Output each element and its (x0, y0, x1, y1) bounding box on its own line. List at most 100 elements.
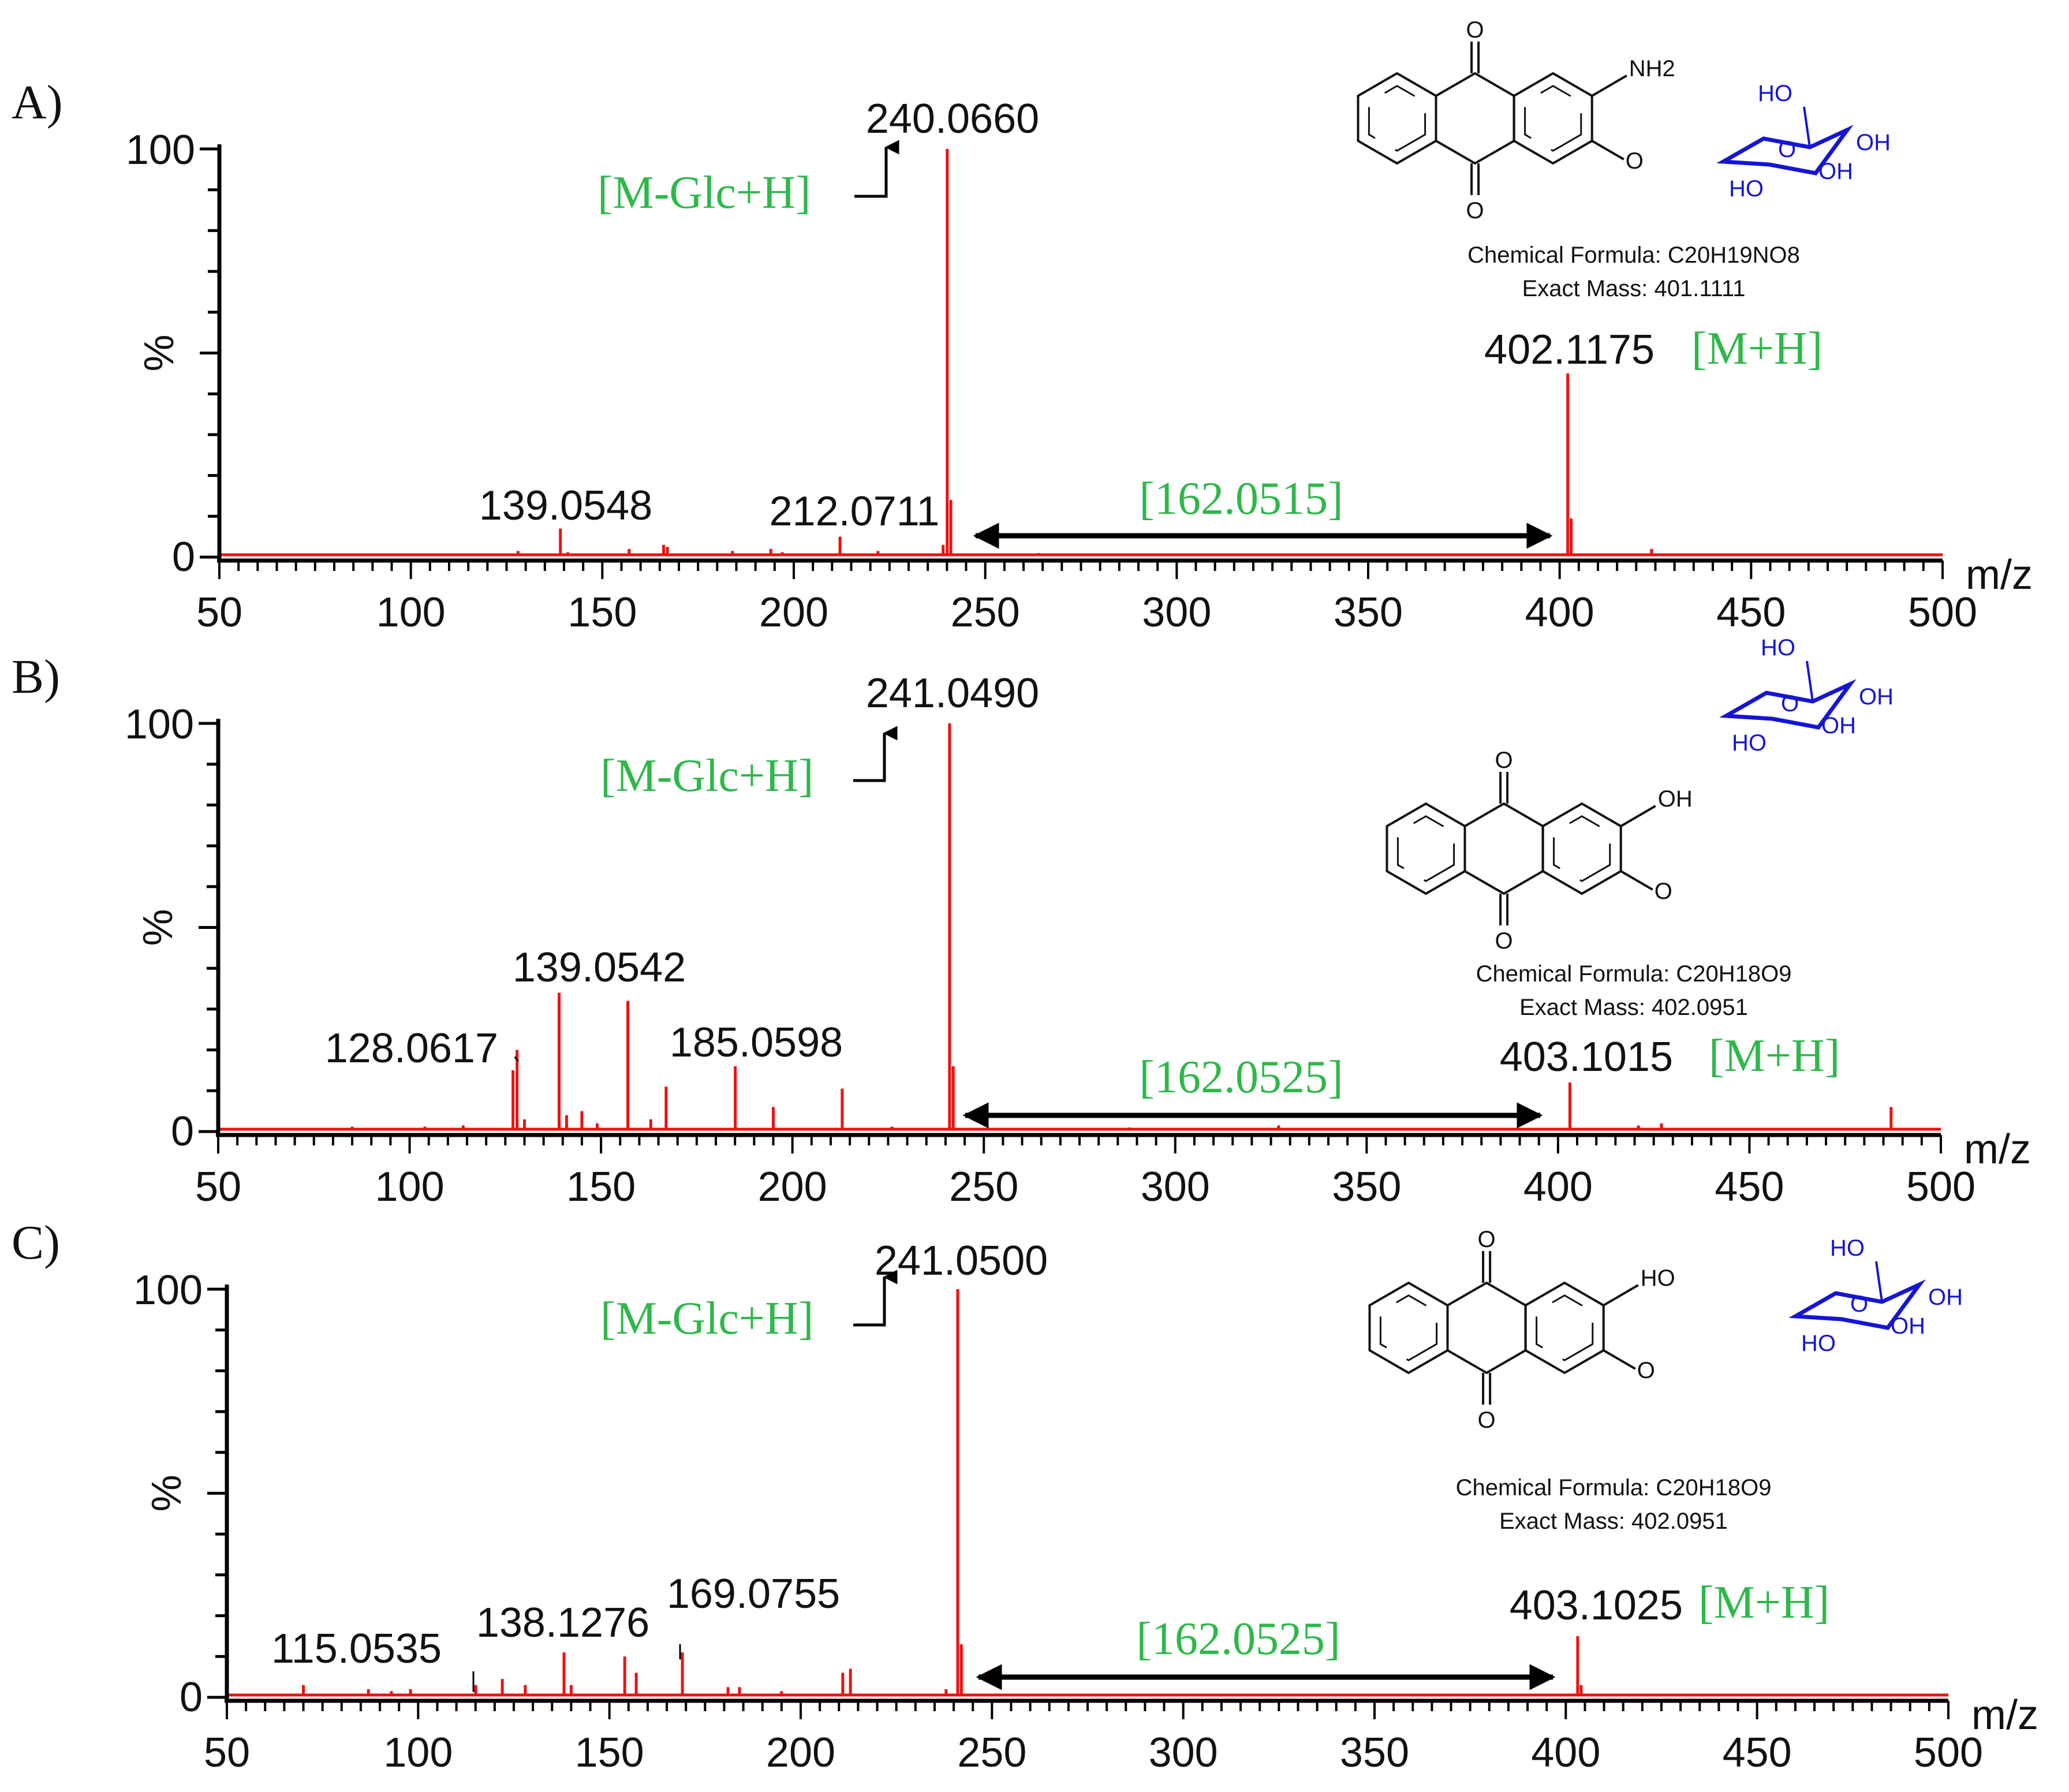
benzene-ring (1541, 802, 1622, 895)
glycosidic-bond (1603, 1349, 1636, 1370)
glucose-label: O (1778, 137, 1796, 162)
glucose-label: O (1850, 1291, 1868, 1317)
peak-label: 403.1015 (1500, 1034, 1673, 1080)
fragment-annotation: [M-Glc+H] (597, 167, 811, 218)
glucose-ring (1716, 125, 1854, 176)
aromatic-inner-bonds (1396, 815, 1455, 882)
x-tick-label: 500 (1914, 1730, 1983, 1776)
x-tick-label: 450 (1716, 589, 1786, 636)
fragment-annotation: [M-Glc+H] (600, 1293, 813, 1344)
x-tick-label: 50 (196, 589, 242, 636)
exact-mass: Exact Mass: 402.0951 (1519, 995, 1748, 1020)
structure-atom-label: O (1655, 879, 1672, 904)
x-tick-label: 250 (951, 589, 1020, 636)
glucose-bond (1806, 660, 1814, 702)
fragment-arrow (853, 1270, 898, 1327)
x-tick-label: 150 (575, 1730, 644, 1776)
aromatic-inner-bonds (1368, 85, 1426, 152)
quinone-ring (1463, 802, 1544, 895)
x-tick-label: 300 (1149, 1730, 1218, 1776)
chemical-formula: Chemical Formula: C20H18O9 (1476, 961, 1792, 987)
x-tick-label: 500 (1906, 1164, 1975, 1210)
fragment-annotation: [M-Glc+H] (600, 751, 813, 801)
peak-label: 139.0542 (513, 944, 686, 991)
x-tick-label: 400 (1525, 589, 1594, 636)
peak-label: 115.0535 (271, 1626, 442, 1672)
glucose-label: OH (1859, 684, 1894, 710)
x-tick-label: 150 (567, 589, 637, 636)
peak-label: 169.0755 (667, 1571, 840, 1617)
glucose-label: OH (1928, 1285, 1963, 1310)
x-tick-label: 100 (376, 589, 446, 636)
glucose-ring (1719, 679, 1857, 730)
peak-label: 139.0548 (479, 483, 652, 529)
x-tick-label: 100 (375, 1164, 444, 1210)
benzene-ring (1524, 1281, 1605, 1375)
y-tick-label: 0 (172, 534, 195, 580)
peak-label: 241.0490 (866, 670, 1039, 716)
structure-atom-label: NH2 (1629, 56, 1675, 81)
glucose-bond (1875, 1261, 1883, 1302)
x-tick-label: 350 (1340, 1730, 1409, 1776)
x-tick-label: 350 (1334, 589, 1403, 636)
structure-atom-label: O (1478, 1408, 1496, 1433)
y-axis-label: % (144, 1474, 190, 1511)
parent-ion-annotation: [M+H] (1691, 323, 1822, 374)
x-tick-label: 400 (1531, 1730, 1600, 1776)
x-tick-label: 400 (1523, 1164, 1593, 1210)
peak-label: 241.0500 (875, 1238, 1048, 1284)
exact-mass: Exact Mass: 402.0951 (1499, 1509, 1728, 1534)
structure-atom-label: OH (1658, 786, 1693, 812)
structure-atom-label: HO (1641, 1265, 1675, 1291)
x-tick-label: 350 (1332, 1164, 1401, 1210)
glycosidic-bond (1591, 140, 1624, 160)
x-tick-label: 50 (195, 1164, 241, 1210)
peak-label: 128.0617 (325, 1025, 498, 1072)
quinone-ring (1435, 72, 1515, 165)
y-tick-label: 100 (126, 127, 195, 173)
peak-label: 402.1175 (1484, 327, 1655, 373)
structure-atom-label: O (1478, 1227, 1496, 1252)
y-tick-label: 0 (180, 1674, 203, 1720)
substituent-bond (1591, 74, 1627, 97)
structure-atom-label: O (1495, 748, 1513, 773)
x-tick-label: 200 (766, 1730, 835, 1776)
peak-label: 185.0598 (670, 1020, 843, 1066)
benzene-ring (1512, 72, 1593, 165)
peak-label-leader (514, 1056, 520, 1062)
y-tick-label: 100 (133, 1267, 203, 1313)
mass-difference-label: [162.0525] (1139, 1052, 1343, 1103)
x-tick-label: 250 (957, 1730, 1026, 1776)
x-tick-label: 450 (1715, 1164, 1784, 1210)
glucose-label: HO (1830, 1235, 1865, 1261)
substituent-bond (1603, 1284, 1639, 1306)
structure-atom-label: O (1466, 17, 1484, 43)
exact-mass: Exact Mass: 401.1111 (1522, 276, 1746, 301)
glucose-label: HO (1801, 1331, 1836, 1356)
x-tick-label: 150 (566, 1164, 636, 1210)
x-tick-label: 500 (1908, 589, 1977, 636)
chemical-formula: Chemical Formula: C20H19NO8 (1467, 242, 1800, 268)
parent-ion-annotation: [M+H] (1698, 1577, 1829, 1628)
panel-label: B) (12, 650, 60, 704)
glucose-label: OH (1821, 713, 1856, 738)
panel-label: C) (12, 1216, 60, 1270)
x-tick-label: 100 (383, 1730, 453, 1776)
aromatic-inner-bonds (1379, 1294, 1438, 1361)
glucose-label: HO (1732, 730, 1767, 756)
x-tick-label: 250 (949, 1164, 1018, 1210)
peak-label: 212.0711 (770, 488, 940, 535)
x-tick-label: 200 (759, 589, 828, 636)
x-axis-label: m/z (1966, 552, 2033, 598)
glucose-ring (1788, 1279, 1926, 1330)
glucose-label: HO (1758, 81, 1792, 106)
panel-label: A) (12, 76, 63, 129)
aromatic-inner-bonds (1553, 815, 1611, 882)
chemical-formula: Chemical Formula: C20H18O9 (1456, 1475, 1772, 1500)
glucose-label: O (1781, 691, 1799, 716)
